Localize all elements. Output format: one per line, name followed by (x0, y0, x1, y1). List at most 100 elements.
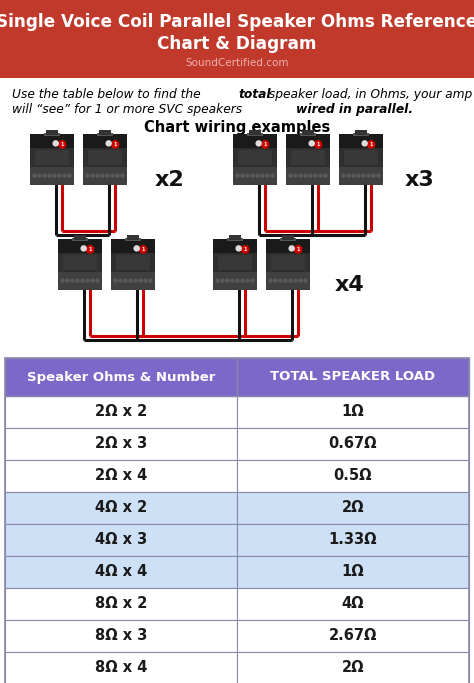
FancyBboxPatch shape (237, 396, 469, 428)
Circle shape (271, 174, 274, 177)
FancyBboxPatch shape (237, 588, 469, 620)
FancyBboxPatch shape (286, 167, 330, 185)
FancyBboxPatch shape (339, 167, 383, 185)
Circle shape (236, 246, 241, 251)
Text: 4Ω x 3: 4Ω x 3 (95, 533, 147, 548)
Text: speaker load, in Ohms, your amp: speaker load, in Ohms, your amp (265, 88, 472, 101)
Circle shape (139, 246, 147, 253)
Circle shape (362, 174, 365, 177)
Text: 1Ω: 1Ω (342, 565, 365, 579)
Circle shape (319, 174, 322, 177)
FancyBboxPatch shape (237, 150, 273, 165)
FancyBboxPatch shape (233, 167, 277, 185)
Circle shape (48, 174, 51, 177)
Circle shape (289, 246, 294, 251)
Circle shape (114, 279, 117, 282)
Text: 1: 1 (369, 142, 373, 147)
FancyBboxPatch shape (46, 130, 57, 135)
Text: 4Ω: 4Ω (342, 596, 364, 611)
FancyBboxPatch shape (237, 428, 469, 460)
Text: 8Ω x 3: 8Ω x 3 (95, 628, 147, 643)
FancyBboxPatch shape (213, 253, 257, 273)
Circle shape (367, 174, 370, 177)
FancyBboxPatch shape (63, 255, 98, 270)
Text: 2.67Ω: 2.67Ω (329, 628, 377, 643)
Circle shape (81, 246, 86, 251)
FancyBboxPatch shape (302, 130, 313, 135)
Circle shape (262, 141, 269, 148)
FancyBboxPatch shape (291, 150, 326, 165)
FancyBboxPatch shape (111, 253, 155, 273)
Circle shape (134, 246, 139, 251)
FancyBboxPatch shape (237, 652, 469, 683)
Circle shape (246, 174, 249, 177)
FancyBboxPatch shape (111, 272, 155, 290)
Circle shape (266, 174, 269, 177)
FancyBboxPatch shape (116, 255, 150, 270)
FancyBboxPatch shape (353, 133, 369, 136)
FancyBboxPatch shape (283, 236, 293, 240)
Circle shape (352, 174, 355, 177)
FancyBboxPatch shape (58, 272, 102, 290)
Circle shape (226, 279, 229, 282)
FancyBboxPatch shape (229, 236, 240, 240)
FancyBboxPatch shape (237, 358, 469, 396)
Circle shape (63, 174, 66, 177)
Text: 1: 1 (317, 142, 320, 147)
Text: 1: 1 (89, 247, 92, 252)
FancyBboxPatch shape (83, 167, 127, 185)
FancyBboxPatch shape (58, 239, 102, 253)
FancyBboxPatch shape (74, 236, 85, 240)
Text: 2Ω: 2Ω (342, 501, 364, 516)
FancyBboxPatch shape (5, 556, 237, 588)
Text: 4Ω x 4: 4Ω x 4 (95, 565, 147, 579)
Circle shape (101, 174, 104, 177)
Circle shape (58, 174, 61, 177)
Text: wired in parallel.: wired in parallel. (296, 103, 413, 116)
FancyBboxPatch shape (30, 167, 74, 185)
FancyBboxPatch shape (237, 524, 469, 556)
Circle shape (38, 174, 41, 177)
Circle shape (231, 279, 234, 282)
Circle shape (309, 174, 312, 177)
FancyBboxPatch shape (344, 150, 378, 165)
Circle shape (279, 279, 282, 282)
Circle shape (216, 279, 219, 282)
Text: Chart & Diagram: Chart & Diagram (157, 35, 317, 53)
Circle shape (251, 174, 254, 177)
Circle shape (289, 174, 292, 177)
Circle shape (134, 279, 137, 282)
FancyBboxPatch shape (280, 238, 296, 240)
FancyBboxPatch shape (35, 150, 70, 165)
Circle shape (139, 279, 142, 282)
FancyBboxPatch shape (237, 620, 469, 652)
Circle shape (116, 174, 119, 177)
FancyBboxPatch shape (213, 239, 257, 253)
Text: 1: 1 (264, 142, 267, 147)
Circle shape (106, 141, 111, 146)
FancyBboxPatch shape (5, 652, 237, 683)
Text: 8Ω x 2: 8Ω x 2 (95, 596, 147, 611)
Circle shape (256, 141, 261, 146)
Circle shape (294, 174, 297, 177)
FancyBboxPatch shape (266, 253, 310, 273)
FancyBboxPatch shape (0, 0, 474, 78)
FancyBboxPatch shape (300, 133, 316, 136)
Text: Single Voice Coil Parallel Speaker Ohms Reference: Single Voice Coil Parallel Speaker Ohms … (0, 13, 474, 31)
FancyBboxPatch shape (286, 148, 330, 167)
Text: x3: x3 (405, 170, 435, 190)
Circle shape (96, 174, 99, 177)
Circle shape (256, 174, 259, 177)
Circle shape (324, 174, 327, 177)
Circle shape (91, 174, 94, 177)
Text: Chart wiring examples: Chart wiring examples (144, 120, 330, 135)
Circle shape (304, 279, 307, 282)
Circle shape (289, 279, 292, 282)
Circle shape (86, 246, 94, 253)
Circle shape (347, 174, 350, 177)
Text: Speaker Ohms & Number: Speaker Ohms & Number (27, 370, 215, 383)
Text: 4Ω x 2: 4Ω x 2 (95, 501, 147, 516)
Circle shape (86, 279, 89, 282)
Circle shape (221, 279, 224, 282)
Text: TOTAL SPEAKER LOAD: TOTAL SPEAKER LOAD (271, 370, 436, 383)
